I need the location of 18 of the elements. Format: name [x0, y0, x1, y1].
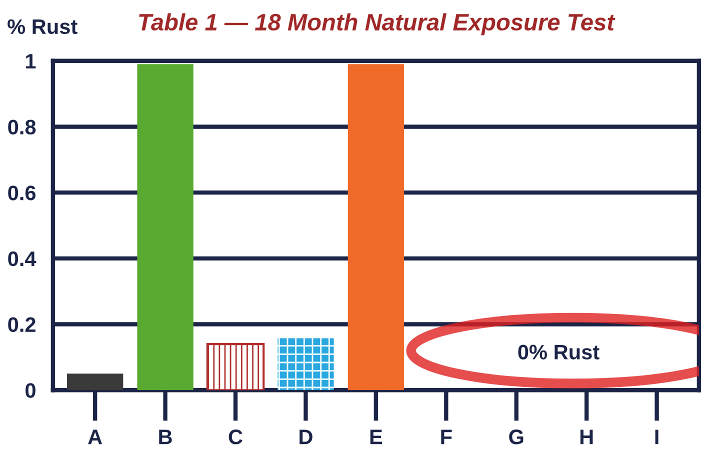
x-tick-label: D	[300, 430, 312, 444]
x-tick-label: H	[580, 430, 593, 444]
y-tick-label: 1	[26, 54, 36, 68]
y-axis-title: % Rust	[8, 19, 78, 34]
chart-title: Table 1 — 18 Month Natural Exposure Test	[139, 13, 616, 36]
y-tick-label: 0.8	[8, 120, 36, 134]
x-tick-label: F	[441, 430, 452, 444]
y-tick-label: 0	[26, 383, 36, 398]
x-tick-label: E	[370, 430, 382, 444]
x-tick-label: I	[655, 430, 658, 444]
y-tick-label: 0.4	[8, 251, 36, 266]
y-tick-label: 0.2	[8, 317, 36, 332]
x-tick-label: A	[88, 430, 102, 444]
y-tick-label: 0.6	[8, 186, 36, 200]
annotation: 0% Rust	[518, 344, 600, 360]
x-tick-label: B	[159, 430, 172, 444]
x-tick-label: G	[509, 430, 524, 444]
x-tick-label: C	[228, 430, 242, 444]
